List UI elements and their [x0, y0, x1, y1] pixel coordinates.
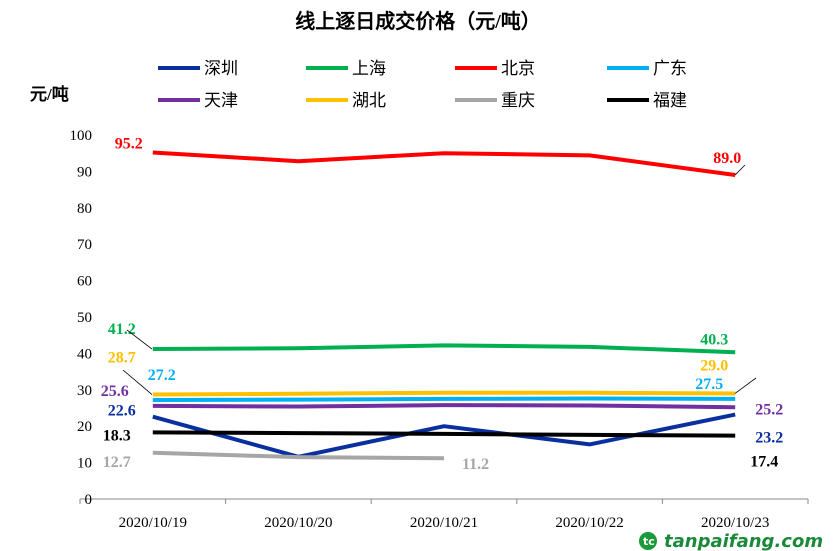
x-tick-label: 2020/10/23	[701, 515, 769, 531]
data-label: 29.0	[700, 357, 728, 374]
axes: 0 10 20 30 40 50 60 70 80 90 100 2020/10/19 2020/10/…	[70, 128, 809, 531]
legend-item: 广东	[607, 59, 687, 78]
y-tick-label: 70	[77, 237, 92, 253]
x-tick-label: 2020/10/19	[119, 515, 187, 531]
y-tick-label: 50	[77, 310, 92, 326]
legend-item: 福建	[607, 91, 687, 110]
data-label: 12.7	[103, 454, 131, 471]
data-label: 28.7	[108, 350, 136, 367]
data-label: 11.2	[462, 456, 489, 473]
y-tick-label: 80	[77, 201, 92, 217]
data-label: 41.2	[108, 321, 136, 338]
data-label: 17.4	[750, 454, 778, 471]
data-label: 25.6	[101, 383, 129, 400]
data-label: 27.2	[148, 367, 176, 384]
series-line-重庆	[152, 450, 445, 461]
series-line-上海	[152, 343, 736, 355]
y-tick-label: 10	[77, 456, 92, 472]
leader-line	[126, 329, 153, 350]
legend-label: 重庆	[501, 91, 535, 110]
series-line-湖北	[152, 390, 736, 397]
y-tick-label: 60	[77, 274, 92, 290]
data-label: 27.5	[695, 376, 723, 393]
series-line-广东	[152, 396, 736, 402]
y-tick-label: 100	[70, 128, 93, 144]
data-label: 95.2	[115, 135, 143, 152]
legend-item: 上海	[306, 59, 386, 78]
legend-label: 天津	[204, 91, 238, 110]
series-line-北京	[152, 150, 736, 178]
leader-line	[734, 164, 746, 176]
legend-item: 深圳	[158, 59, 238, 78]
legend-item: 重庆	[455, 91, 535, 110]
data-label: 89.0	[713, 150, 741, 167]
legend-item: 湖北	[306, 91, 386, 110]
y-tick-label: 30	[77, 383, 92, 399]
data-label: 25.2	[755, 401, 783, 418]
leader-line	[734, 377, 757, 394]
y-tick-label: 20	[77, 419, 92, 435]
y-tick-label: 90	[77, 164, 92, 180]
svg-text:tc: tc	[643, 535, 655, 548]
series-line-天津	[152, 403, 736, 410]
data-label: 40.3	[700, 331, 728, 348]
legend-label: 上海	[352, 59, 386, 78]
series-lines	[152, 150, 736, 461]
data-label: 18.3	[103, 427, 131, 444]
watermark-logo: tc tanpaifang.com	[639, 531, 823, 551]
y-axis-label: 元/吨	[30, 84, 69, 104]
legend-label: 湖北	[352, 91, 386, 110]
chart-title: 线上逐日成交价格（元/吨）	[295, 9, 541, 33]
y-tick-label: 40	[77, 346, 92, 362]
data-labels: 22.6 23.2 41.2 40.3 95.2 89.0 27.2 27.5 25.6 25.2…	[101, 135, 783, 473]
legend-item: 北京	[455, 59, 535, 78]
y-tick-label: 0	[85, 492, 93, 508]
legend-label: 深圳	[204, 59, 238, 78]
leader-line	[122, 369, 153, 395]
x-tick-label: 2020/10/22	[555, 515, 623, 531]
watermark-site: tanpaifang.com	[664, 531, 823, 551]
x-tick-label: 2020/10/21	[410, 515, 478, 531]
legend-label: 北京	[501, 59, 535, 78]
legend-item: 天津	[158, 91, 238, 110]
legend-label: 福建	[653, 91, 687, 110]
legend-label: 广东	[653, 59, 687, 78]
data-label: 23.2	[755, 430, 783, 447]
data-label: 22.6	[108, 403, 136, 420]
x-tick-label: 2020/10/20	[264, 515, 332, 531]
